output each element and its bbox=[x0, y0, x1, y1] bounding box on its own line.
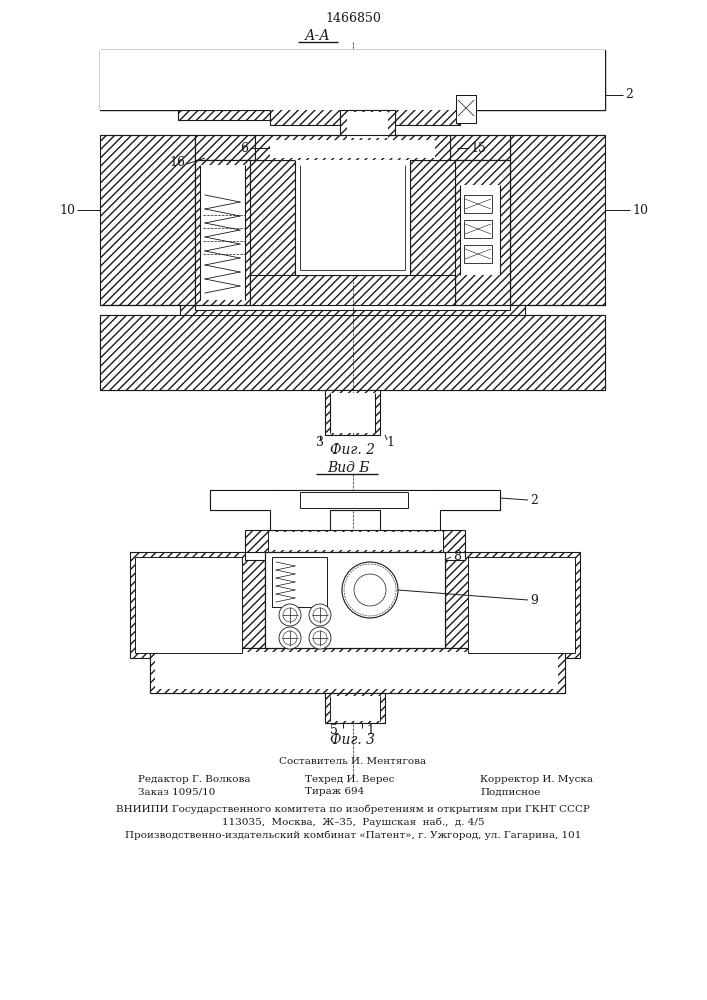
Bar bbox=[330, 393, 375, 433]
Polygon shape bbox=[100, 305, 605, 390]
Polygon shape bbox=[210, 490, 500, 530]
Bar bbox=[410, 160, 455, 305]
Bar bbox=[250, 275, 455, 305]
Bar bbox=[325, 390, 380, 435]
Text: Вид Б: Вид Б bbox=[327, 461, 369, 475]
Bar bbox=[270, 140, 435, 158]
Bar bbox=[468, 557, 575, 653]
Bar bbox=[450, 135, 510, 160]
Text: 1466850: 1466850 bbox=[325, 11, 381, 24]
Text: Корректор И. Муска: Корректор И. Муска bbox=[480, 774, 593, 784]
Text: ВНИИПИ Государственного комитета по изобретениям и открытиям при ГКНТ СССР: ВНИИПИ Государственного комитета по изоб… bbox=[116, 804, 590, 814]
Bar bbox=[272, 557, 327, 607]
Polygon shape bbox=[100, 50, 605, 125]
Bar bbox=[295, 160, 410, 275]
Text: Тираж 694: Тираж 694 bbox=[305, 788, 364, 796]
Bar bbox=[150, 648, 565, 693]
Bar bbox=[456, 95, 476, 123]
Text: 6: 6 bbox=[240, 141, 248, 154]
Circle shape bbox=[309, 627, 331, 649]
Text: 1: 1 bbox=[366, 724, 374, 736]
Text: 10: 10 bbox=[59, 204, 75, 217]
Bar bbox=[455, 160, 510, 305]
Bar bbox=[250, 160, 295, 305]
Bar bbox=[510, 135, 605, 305]
Text: Техред И. Верес: Техред И. Верес bbox=[305, 774, 395, 784]
Bar bbox=[100, 315, 605, 390]
Text: 15: 15 bbox=[470, 141, 486, 154]
Polygon shape bbox=[150, 648, 565, 658]
Polygon shape bbox=[435, 490, 500, 510]
Bar bbox=[195, 160, 250, 305]
Polygon shape bbox=[210, 490, 275, 510]
Bar bbox=[135, 557, 242, 653]
Polygon shape bbox=[130, 552, 265, 658]
Text: Заказ 1095/10: Заказ 1095/10 bbox=[138, 788, 216, 796]
Circle shape bbox=[279, 627, 301, 649]
Text: 113035,  Москва,  Ж–35,  Раушская  наб.,  д. 4/5: 113035, Москва, Ж–35, Раушская наб., д. … bbox=[222, 817, 484, 827]
Bar bbox=[300, 492, 408, 508]
Text: Редактор Г. Волкова: Редактор Г. Волкова bbox=[138, 774, 250, 784]
Bar bbox=[155, 652, 558, 689]
Bar bbox=[100, 50, 605, 110]
Text: 2: 2 bbox=[530, 493, 538, 506]
Polygon shape bbox=[100, 50, 605, 120]
Bar bbox=[265, 552, 445, 648]
Text: 9: 9 bbox=[530, 593, 538, 606]
Polygon shape bbox=[445, 552, 580, 658]
Bar bbox=[347, 112, 388, 138]
Text: 8: 8 bbox=[453, 550, 461, 564]
Bar bbox=[464, 245, 492, 263]
Bar bbox=[460, 185, 500, 275]
Text: Фиг. 2: Фиг. 2 bbox=[330, 443, 375, 457]
Text: 16: 16 bbox=[169, 155, 185, 168]
Polygon shape bbox=[275, 490, 435, 510]
Bar bbox=[100, 135, 195, 305]
Bar bbox=[195, 135, 255, 160]
Bar bbox=[330, 696, 380, 721]
Text: 1: 1 bbox=[386, 436, 394, 448]
Bar bbox=[340, 110, 395, 140]
Text: Составитель И. Ментягова: Составитель И. Ментягова bbox=[279, 758, 426, 766]
Bar bbox=[200, 165, 245, 300]
Bar bbox=[150, 648, 565, 693]
Text: А-А: А-А bbox=[305, 29, 331, 43]
Bar bbox=[268, 532, 443, 550]
Bar bbox=[245, 530, 465, 552]
Bar bbox=[464, 220, 492, 238]
Text: 2: 2 bbox=[625, 89, 633, 102]
Circle shape bbox=[279, 604, 301, 626]
Circle shape bbox=[342, 562, 398, 618]
Bar bbox=[464, 195, 492, 213]
Bar bbox=[100, 50, 605, 110]
Text: 5: 5 bbox=[330, 724, 338, 736]
Text: Производственно-издательский комбинат «Патент», г. Ужгород, ул. Гагарина, 101: Производственно-издательский комбинат «П… bbox=[125, 830, 581, 840]
Bar bbox=[255, 135, 450, 160]
Bar bbox=[100, 50, 605, 110]
Circle shape bbox=[309, 604, 331, 626]
Text: Подписное: Подписное bbox=[480, 788, 540, 796]
Text: Фиг. 3: Фиг. 3 bbox=[330, 733, 375, 747]
Bar bbox=[325, 693, 385, 723]
Text: 3: 3 bbox=[316, 436, 324, 448]
Text: 10: 10 bbox=[632, 204, 648, 217]
